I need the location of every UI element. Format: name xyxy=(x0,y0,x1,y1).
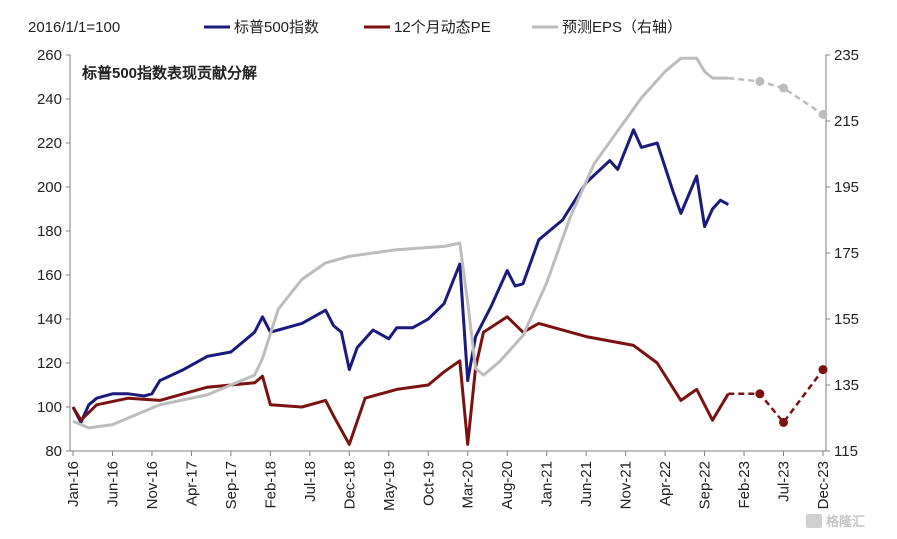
y-left-tick-label: 120 xyxy=(37,355,62,372)
series-forecast-line-2 xyxy=(728,76,824,116)
x-tick-label: Jan-21 xyxy=(539,461,556,507)
y-right-tick-label: 215 xyxy=(834,113,859,130)
y-left-tick-label: 240 xyxy=(37,91,62,108)
series-line-0 xyxy=(71,128,730,424)
x-tick-label: Dec-18 xyxy=(341,461,358,509)
y-right-tick-label: 135 xyxy=(834,377,859,394)
x-tick-label: Mar-20 xyxy=(460,461,477,509)
x-tick-label: Jul-23 xyxy=(776,461,793,502)
legend-label-eps: 预测EPS（右轴） xyxy=(562,19,682,36)
watermark: 格隆汇 xyxy=(806,514,865,529)
x-tick-label: Nov-21 xyxy=(618,461,635,509)
series-forecast-line-1 xyxy=(728,368,825,425)
series-forecast-point-1 xyxy=(755,389,765,399)
y-right-tick-label: 115 xyxy=(834,443,858,460)
y-right-tick-label: 155 xyxy=(834,311,859,328)
x-tick-label: Jun-21 xyxy=(578,461,595,507)
series-forecast-point-1 xyxy=(779,417,789,427)
y-left-tick-label: 200 xyxy=(37,179,62,196)
x-tick-label: Aug-20 xyxy=(499,461,516,509)
legend: 2016/1/1=100 标普500指数 12个月动态PE 预测EPS（右轴） xyxy=(28,19,682,36)
series-0 xyxy=(71,128,730,424)
series-layer xyxy=(71,56,828,446)
y-left-tick-label: 100 xyxy=(37,399,62,416)
x-tick-label: Dec-23 xyxy=(815,461,832,509)
series-forecast-point-1 xyxy=(818,365,828,375)
axes: 80 100 120 140 160 180 200 220 240 260 115 135 155 17… xyxy=(37,47,859,511)
watermark-logo-icon xyxy=(806,514,822,528)
x-tick-label: May-19 xyxy=(381,461,398,511)
y-left-tick-label: 260 xyxy=(37,47,62,64)
series-line-1 xyxy=(71,315,730,446)
series-2 xyxy=(72,56,828,430)
x-tick-label: Sep-22 xyxy=(697,461,714,509)
y-right-tick-label: 195 xyxy=(834,179,859,196)
chart-title: 标普500指数表现贡献分解 xyxy=(81,64,257,82)
x-tick-label: Apr-17 xyxy=(183,461,200,506)
x-tick-label: Jan-16 xyxy=(65,461,82,507)
y-left-tick-label: 220 xyxy=(37,135,62,152)
x-tick-label: Feb-23 xyxy=(736,461,753,509)
x-tick-label: Jul-18 xyxy=(302,461,319,502)
series-line-2 xyxy=(72,56,729,430)
y-left-tick-label: 80 xyxy=(45,443,62,460)
legend-label-pe: 12个月动态PE xyxy=(394,19,491,36)
x-tick-label: Sep-17 xyxy=(223,461,240,509)
x-tick-label: Jun-16 xyxy=(104,461,121,507)
series-forecast-point-2 xyxy=(755,76,765,86)
series-forecast-point-2 xyxy=(818,109,828,119)
x-tick-label: Feb-18 xyxy=(262,461,279,509)
series-1 xyxy=(71,315,828,446)
base-note: 2016/1/1=100 xyxy=(28,19,120,36)
x-tick-label: Apr-22 xyxy=(657,461,674,506)
legend-label-sp500: 标普500指数 xyxy=(234,19,319,36)
y-left-tick-label: 160 xyxy=(37,267,62,284)
x-tick-label: Oct-19 xyxy=(420,461,437,506)
y-right-tick-label: 235 xyxy=(834,47,859,64)
series-forecast-point-2 xyxy=(779,83,789,93)
y-left-tick-label: 180 xyxy=(37,223,62,240)
y-left-tick-label: 140 xyxy=(37,311,62,328)
y-right-tick-label: 175 xyxy=(834,245,859,262)
x-tick-label: Nov-16 xyxy=(144,461,161,509)
watermark-text: 格隆汇 xyxy=(826,514,865,529)
